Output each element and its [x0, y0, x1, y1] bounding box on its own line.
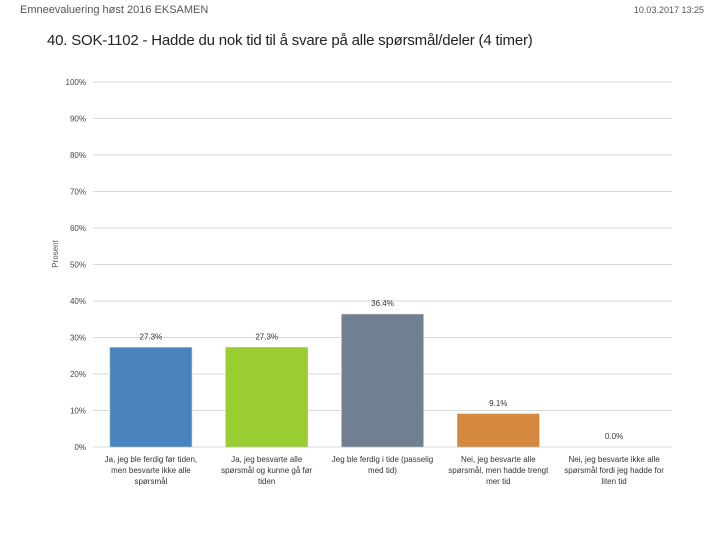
y-axis-ticks: 0% 10% 20% 30% 40% 50% 60% 70% 80% 90% 100%	[66, 78, 86, 452]
bar	[341, 313, 424, 448]
x-tick-label: Jeg ble ferdig i tide (passelig	[332, 455, 433, 464]
value-label: 0.0%	[605, 432, 623, 441]
x-tick-label: spørsmål, men hadde trengt	[448, 466, 549, 475]
chart-title: 40. SOK-1102 - Hadde du nok tid til å sv…	[47, 32, 533, 49]
value-label: 27.3%	[255, 332, 278, 341]
x-tick-label: mer tid	[486, 477, 510, 486]
timestamp: 10.03.2017 13:25	[633, 5, 704, 15]
y-tick-label: 0%	[74, 443, 86, 452]
value-labels: 27.3% 27.3% 36.4% 9.1% 0.0%	[140, 299, 624, 441]
x-axis-labels: Ja, jeg ble ferdig før tiden, men besvart…	[105, 455, 665, 486]
y-axis-label: Prosent	[51, 239, 60, 267]
y-tick-label: 30%	[70, 334, 86, 343]
x-tick-label: liten tid	[601, 477, 626, 486]
x-tick-label: spørsmål	[134, 477, 167, 486]
bar	[456, 413, 540, 448]
x-tick-label: Nei, jeg besvarte ikke alle	[569, 455, 661, 464]
y-tick-label: 20%	[70, 370, 86, 379]
value-label: 9.1%	[489, 399, 507, 408]
y-tick-label: 10%	[70, 407, 86, 416]
x-tick-label: spørsmål og kunne gå før	[221, 466, 312, 475]
bar	[109, 347, 193, 448]
survey-name: Emneevaluering høst 2016 EKSAMEN	[20, 4, 209, 16]
y-tick-label: 80%	[70, 151, 86, 160]
y-tick-label: 40%	[70, 297, 86, 306]
y-tick-label: 60%	[70, 224, 86, 233]
value-label: 27.3%	[140, 332, 163, 341]
bars	[109, 313, 540, 448]
value-label: 36.4%	[371, 299, 394, 308]
y-tick-label: 100%	[66, 78, 86, 87]
bar	[225, 347, 308, 448]
x-tick-label: men besvarte ikke alle	[111, 466, 191, 475]
x-tick-label: Ja, jeg besvarte alle	[231, 455, 303, 464]
y-tick-label: 70%	[70, 188, 86, 197]
x-tick-label: med tid)	[368, 466, 397, 475]
x-tick-label: Nei, jeg besvarte alle	[461, 455, 536, 464]
x-tick-label: spørsmål fordi jeg hadde for	[564, 466, 664, 475]
y-tick-label: 50%	[70, 261, 86, 270]
y-tick-label: 90%	[70, 115, 86, 124]
x-tick-label: tiden	[258, 477, 275, 486]
x-tick-label: Ja, jeg ble ferdig før tiden,	[105, 455, 198, 464]
